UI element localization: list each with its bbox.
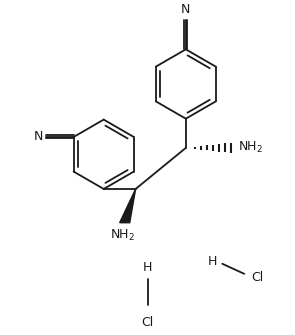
Text: Cl: Cl <box>141 316 154 329</box>
Text: H: H <box>143 261 152 274</box>
Text: H: H <box>207 256 217 268</box>
Text: NH$_2$: NH$_2$ <box>238 140 263 155</box>
Text: N: N <box>181 3 191 16</box>
Text: Cl: Cl <box>252 271 264 284</box>
Text: N: N <box>33 130 43 143</box>
Polygon shape <box>120 189 136 223</box>
Text: NH$_2$: NH$_2$ <box>110 228 135 243</box>
